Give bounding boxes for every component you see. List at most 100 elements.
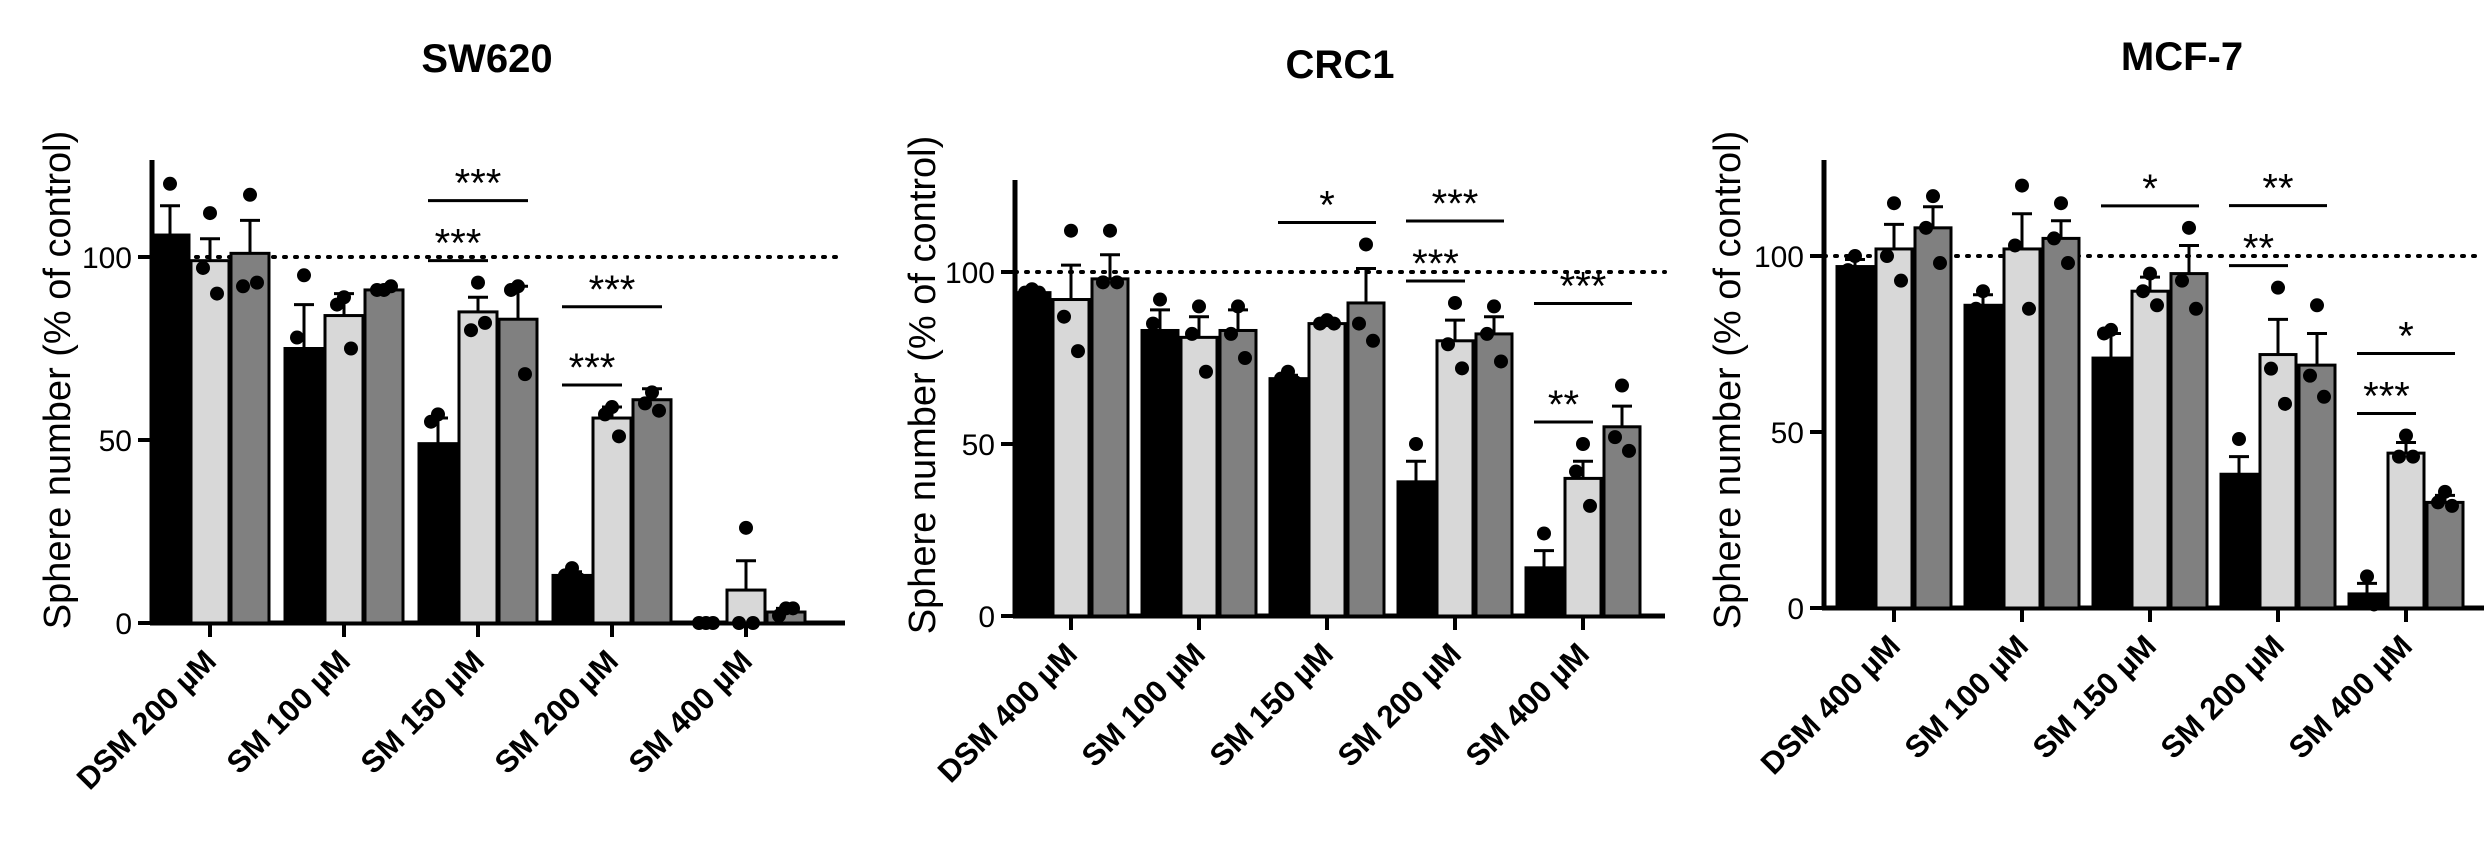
data-point (1018, 285, 1032, 300)
x-tick-label: SM 400 µM (1459, 636, 1596, 773)
data-point (1933, 256, 1947, 271)
bar-2 (1563, 476, 1603, 618)
data-point (330, 297, 344, 312)
x-tick-label: SM 100 µM (220, 643, 357, 780)
panel-crc1: CRC1 Sphere number (% of control) 0 50 100 DS… (902, 43, 1667, 789)
data-point (2111, 396, 2125, 411)
data-point (2399, 428, 2413, 443)
data-point (2310, 298, 2324, 313)
data-point (243, 187, 257, 202)
bar-3 (229, 251, 271, 625)
bar-2 (1874, 247, 1914, 610)
y-axis-label: Sphere number (% of control) (37, 131, 79, 629)
bar-3 (2169, 272, 2209, 610)
y-axis-label: Sphere number (% of control) (1707, 131, 1749, 629)
bar-2 (1435, 339, 1475, 618)
data-point (464, 323, 478, 338)
data-point (2182, 220, 2196, 235)
data-point (1103, 223, 1117, 238)
data-point (1919, 220, 1933, 235)
data-point (1608, 430, 1622, 445)
bar-1 (417, 442, 459, 625)
x-tick-label: SM 100 µM (1075, 636, 1212, 773)
data-point (1848, 249, 1862, 263)
significance-label: *** (2363, 375, 2410, 419)
x-tick-label: SM 200 µM (488, 643, 625, 780)
data-point (692, 616, 706, 630)
data-point (1146, 316, 1160, 331)
data-point (2061, 256, 2075, 271)
data-point (1359, 237, 1373, 252)
x-tick-label: DSM 400 µM (1754, 628, 1907, 781)
panel-mcf7: MCF-7 Sphere number (% of control) 0 50 100 D… (1707, 35, 2484, 781)
data-point (1238, 351, 1252, 365)
y-tick-label: 0 (978, 601, 995, 634)
bar-2 (2386, 451, 2426, 610)
bar-2 (2002, 247, 2042, 610)
data-point (478, 315, 492, 330)
data-point (1199, 364, 1213, 379)
bar-3 (363, 288, 405, 625)
data-point (1455, 361, 1469, 376)
data-point (2392, 449, 2406, 464)
data-point (1569, 464, 1583, 479)
data-point (2225, 477, 2239, 492)
data-point (612, 429, 626, 444)
bar-3 (1913, 226, 1953, 610)
data-point (1110, 275, 1124, 290)
data-point (2445, 498, 2459, 513)
bar-2 (323, 314, 365, 625)
data-point (572, 572, 586, 587)
y-tick-label: 50 (1771, 417, 1804, 450)
data-point (290, 330, 304, 345)
data-point (2271, 280, 2285, 295)
bar-3 (2425, 500, 2465, 610)
data-point (2022, 301, 2036, 316)
data-point (2054, 196, 2068, 211)
data-point (652, 403, 666, 418)
data-point (1530, 567, 1544, 582)
significance-label: *** (455, 162, 502, 206)
panel-sw620: SW620 Sphere number (% of control) 0 50 100 D… (37, 37, 847, 796)
data-point (1969, 301, 1983, 316)
bar-3 (1218, 328, 1258, 618)
significance-label: *** (1412, 242, 1459, 286)
data-point (370, 282, 384, 297)
data-point (1224, 326, 1238, 341)
x-tick-label: SM 400 µM (622, 643, 759, 780)
data-point (1441, 337, 1455, 352)
data-point (1274, 371, 1288, 386)
data-point (1576, 437, 1590, 451)
data-point (344, 341, 358, 356)
data-point (1288, 375, 1302, 390)
data-point (1416, 498, 1430, 513)
data-point (1841, 263, 1855, 278)
bar-1 (1268, 377, 1308, 618)
data-point (1887, 196, 1901, 211)
data-point (1583, 498, 1597, 513)
bar-1 (1140, 328, 1180, 618)
significance-label: * (2398, 315, 2414, 359)
bar-3 (631, 398, 673, 625)
y-tick-label: 50 (962, 429, 995, 462)
data-point (2232, 432, 2246, 447)
data-point (210, 286, 224, 301)
chart-title: MCF-7 (2121, 35, 2243, 79)
data-point (384, 279, 398, 294)
significance-label: ** (2243, 227, 2274, 271)
chart-title: SW620 (421, 37, 552, 81)
bar-2 (1307, 322, 1347, 618)
data-point (1313, 316, 1327, 331)
data-point (1160, 344, 1174, 359)
data-point (424, 414, 438, 429)
y-tick-label: 100 (82, 242, 132, 275)
x-tick-label: SM 150 µM (354, 643, 491, 780)
bar-2 (725, 588, 767, 625)
data-point (163, 176, 177, 191)
data-point (1894, 273, 1908, 288)
data-point (1057, 309, 1071, 324)
data-point (1487, 299, 1501, 314)
bar-2 (591, 416, 633, 625)
data-point (1327, 316, 1341, 331)
data-point (2047, 231, 2061, 246)
